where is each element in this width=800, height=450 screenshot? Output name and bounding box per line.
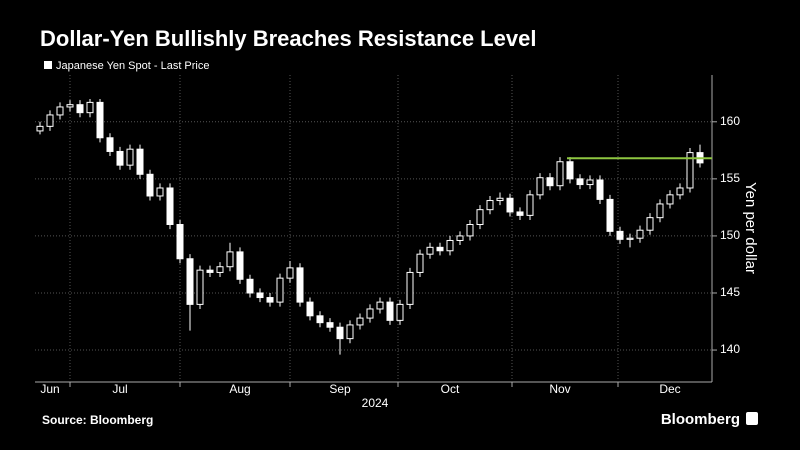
candle-body (96, 101, 104, 139)
candle-body (356, 317, 364, 326)
source: Source: Bloomberg (42, 413, 153, 427)
candle-body (116, 150, 124, 166)
candle-body (586, 179, 594, 186)
candle-body (226, 251, 234, 268)
brand-icon (746, 412, 758, 425)
candle-body (476, 209, 484, 226)
candle-body (416, 253, 424, 273)
candle-body (76, 104, 84, 114)
candle-body (686, 152, 694, 189)
candle-body (626, 237, 634, 240)
candle-body (396, 303, 404, 321)
candle-body (606, 198, 614, 232)
candle-body (206, 269, 214, 273)
candle-body (366, 308, 374, 319)
candle-body (596, 179, 604, 200)
candle-body (646, 217, 654, 231)
candle-body (546, 177, 554, 187)
candle-body (36, 125, 44, 132)
candle-body (406, 271, 414, 305)
y-tick-label: 150 (720, 228, 740, 242)
x-tick-label: Aug (229, 382, 250, 396)
candle-body (196, 269, 204, 305)
y-tick-label: 140 (720, 342, 740, 356)
candle-body (526, 194, 534, 216)
candle-body (316, 315, 324, 324)
candle-body (156, 187, 164, 197)
legend-label: Japanese Yen Spot - Last Price (56, 60, 210, 72)
candle-body (166, 187, 174, 226)
candle-body (146, 173, 154, 197)
y-tick-label: 155 (720, 171, 740, 185)
candle-body (286, 267, 294, 279)
candle-body (136, 148, 144, 175)
x-tick-label: Jul (112, 382, 127, 396)
candle-body (276, 277, 284, 303)
candle-body (486, 200, 494, 211)
candle-body (306, 301, 314, 317)
x-tick-label: Dec (659, 382, 680, 396)
candle-body (506, 197, 514, 213)
candle-body (456, 235, 464, 241)
legend-swatch (44, 61, 52, 69)
candle-body (436, 246, 444, 252)
candle-body (266, 297, 274, 303)
candle-body (186, 258, 194, 305)
x-tick-label: Sep (329, 382, 351, 396)
candle-body (676, 187, 684, 196)
candle-body (176, 224, 184, 260)
y-axis-label: Yen per dollar (742, 182, 759, 274)
candle-body (296, 267, 304, 303)
candle-body (556, 161, 564, 187)
x-axis-label: 2024 (362, 396, 389, 410)
candle-body (126, 148, 134, 166)
chart-title: Dollar-Yen Bullishly Breaches Resistance… (40, 26, 536, 51)
candle-body (446, 239, 454, 252)
candle-body (496, 197, 504, 202)
candle-body (236, 251, 244, 280)
x-tick-label: Jun (40, 382, 59, 396)
candle-body (46, 114, 54, 127)
candle-body (566, 161, 574, 180)
candle-body (616, 230, 624, 240)
candle-body (66, 104, 74, 108)
candle-body (336, 326, 344, 340)
candle-body (466, 224, 474, 237)
candle-body (56, 106, 64, 116)
x-tick-label: Nov (549, 382, 570, 396)
candle-body (216, 266, 224, 273)
candle-body (636, 229, 644, 239)
candle-body (106, 137, 114, 152)
candle-body (346, 324, 354, 340)
candle-body (86, 101, 94, 114)
candle-body (656, 203, 664, 219)
candle-body (246, 278, 254, 294)
candle-body (426, 246, 434, 255)
candle-body (326, 322, 334, 328)
candle-body (576, 178, 584, 186)
y-tick-label: 160 (720, 114, 740, 128)
brand: Bloomberg (661, 411, 740, 428)
candle-body (666, 194, 674, 205)
y-tick-label: 145 (720, 285, 740, 299)
candle-body (516, 211, 524, 216)
candle-body (536, 177, 544, 196)
x-tick-label: Oct (441, 382, 460, 396)
candle-body (376, 301, 384, 310)
candle-body (386, 301, 394, 321)
candle-body (256, 292, 264, 299)
